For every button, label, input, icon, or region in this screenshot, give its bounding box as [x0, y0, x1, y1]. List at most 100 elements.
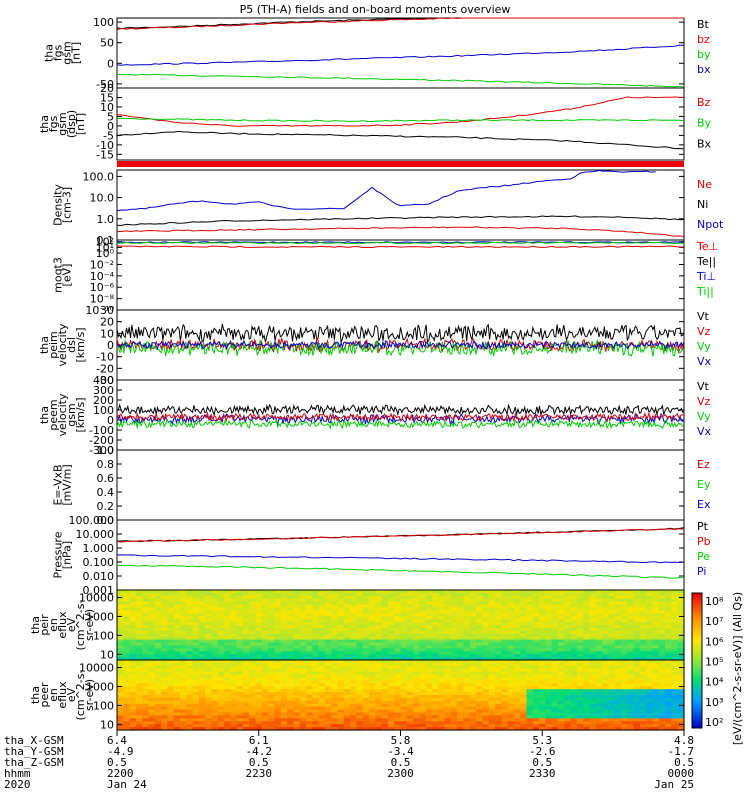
spectrogram-cell: [306, 610, 313, 614]
spectrogram-cell: [261, 674, 269, 679]
spectrogram-cell: [526, 592, 534, 597]
spectrogram-cell: [280, 657, 288, 661]
spectrogram-cell: [293, 616, 301, 620]
spectrogram-cell: [652, 598, 660, 603]
spectrogram-cell: [369, 703, 376, 708]
spectrogram-cell: [488, 712, 496, 717]
spectrogram-cell: [438, 695, 446, 699]
spectrogram-cell: [318, 657, 326, 661]
spectrogram-cell: [482, 703, 490, 708]
spectrogram-cell: [274, 625, 282, 629]
spectrogram-cell: [211, 604, 219, 609]
spectrogram-cell: [224, 648, 231, 652]
spectrogram-cell: [558, 703, 565, 708]
spectrogram-cell: [362, 657, 370, 661]
spectrogram-cell: [463, 665, 471, 670]
spectrogram-cell: [558, 662, 565, 667]
spectrogram-cell: [173, 645, 181, 649]
spectrogram-cell: [123, 604, 131, 609]
spectrogram-cell: [343, 709, 351, 714]
spectrogram-cell: [211, 622, 219, 626]
spectrogram-cell: [381, 610, 389, 614]
spectrogram-cell: [387, 613, 395, 617]
spectrogram-cell: [318, 697, 326, 702]
spectrogram-cell: [545, 683, 553, 687]
spectrogram-cell: [570, 607, 578, 612]
y-tick-label: 0.001: [83, 584, 115, 597]
spectrogram-cell: [602, 648, 609, 652]
spectrogram-cell: [230, 607, 238, 612]
spectrogram-cell: [274, 660, 282, 664]
spectrogram-cell: [299, 616, 307, 620]
spectrogram-cell: [602, 718, 609, 722]
spectrogram-cell: [438, 654, 446, 658]
spectrogram-cell: [142, 709, 150, 714]
spectrogram-cell: [280, 601, 288, 606]
spectrogram-cell: [369, 721, 376, 725]
spectrogram-cell: [450, 613, 458, 617]
spectrogram-cell: [198, 677, 206, 682]
spectrogram-cell: [438, 625, 446, 629]
spectrogram-cell: [450, 648, 458, 652]
spectrogram-cell: [583, 660, 591, 664]
spectrogram-cell: [312, 590, 320, 594]
spectrogram-cell: [576, 657, 584, 661]
spectrogram-cell: [558, 613, 565, 617]
spectrogram-cell: [513, 700, 521, 705]
spectrogram-cell: [343, 671, 351, 676]
spectrogram-cell: [627, 625, 635, 629]
spectrogram-cell: [576, 700, 584, 705]
spectrogram-cell: [539, 718, 546, 722]
spectrogram-cell: [671, 622, 679, 626]
spectrogram-cell: [324, 645, 332, 649]
spectrogram-cell: [608, 680, 616, 684]
spectrogram-cell: [255, 712, 263, 717]
spectrogram-cell: [614, 709, 622, 714]
spectrogram-cell: [564, 601, 572, 606]
spectrogram-cell: [293, 671, 301, 676]
spectrogram-cell: [224, 674, 231, 679]
spectrogram-cell: [394, 636, 402, 641]
legend-green: Ey: [697, 478, 711, 491]
spectrogram-cell: [671, 680, 679, 684]
spectrogram-cell: [463, 712, 471, 717]
spectrogram-cell: [394, 645, 402, 649]
spectrogram-cell: [148, 654, 156, 658]
spectrogram-cell: [350, 727, 357, 731]
spectrogram-cell: [545, 630, 553, 635]
spectrogram-cell: [343, 607, 351, 612]
y-tick-label: 1000: [86, 680, 114, 693]
spectrogram-cell: [532, 616, 540, 620]
spectrogram-cell: [274, 627, 282, 632]
spectrogram-cell: [154, 610, 162, 614]
spectrogram-cell: [123, 654, 131, 658]
spectrogram-cell: [249, 712, 257, 717]
spectrogram-cell: [621, 622, 628, 626]
spectrogram-cell: [532, 595, 540, 600]
spectrogram-cell: [450, 657, 458, 661]
spectrogram-cell: [198, 601, 206, 606]
spectrogram-cell: [406, 622, 414, 626]
spectrogram-cell: [425, 665, 433, 670]
spectrogram-cell: [198, 683, 206, 687]
spectrogram-cell: [482, 697, 490, 702]
spectrogram-cell: [337, 654, 345, 658]
spectrogram-cell: [413, 627, 420, 632]
spectrogram-cell: [293, 639, 301, 644]
spectrogram-cell: [217, 703, 225, 708]
spectrogram-cell: [261, 595, 269, 600]
spectrogram-cell: [324, 712, 332, 717]
spectrogram-cell: [652, 607, 660, 612]
spectrogram-cell: [658, 665, 666, 670]
spectrogram-cell: [476, 645, 483, 649]
spectrogram-cell: [356, 633, 364, 638]
spectrogram-cell: [255, 619, 263, 623]
spectrogram-cell: [280, 727, 288, 731]
spectrogram-cell: [255, 598, 263, 603]
spectrogram-cell: [249, 619, 257, 623]
spectrogram-cell: [387, 689, 395, 693]
spectrogram-cell: [621, 697, 628, 702]
spectrogram-cell: [532, 668, 540, 673]
spectrogram-cell: [362, 721, 370, 725]
spectrogram-cell: [123, 703, 131, 708]
